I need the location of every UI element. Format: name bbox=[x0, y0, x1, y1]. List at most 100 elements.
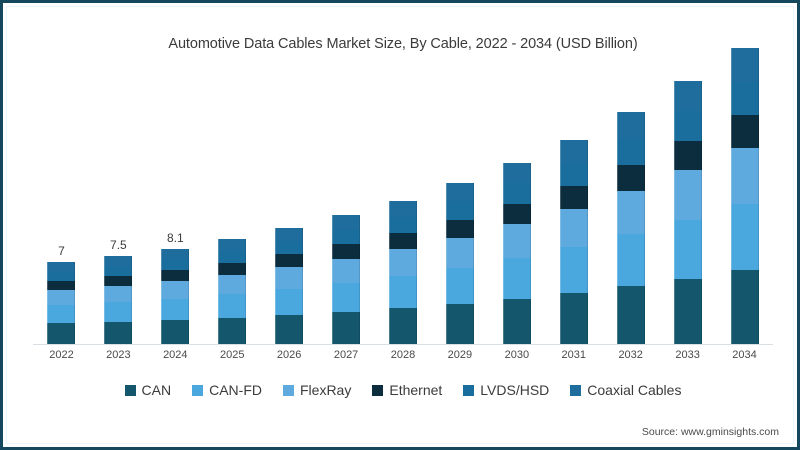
bar-segment-lvds-hsd[interactable] bbox=[559, 162, 588, 187]
bar-segment-can[interactable] bbox=[388, 308, 417, 344]
bar-segment-ethernet[interactable] bbox=[47, 281, 76, 290]
bar-segment-ethernet[interactable] bbox=[388, 233, 417, 250]
bar-segment-ethernet[interactable] bbox=[161, 270, 190, 281]
bar-segment-can-fd[interactable] bbox=[104, 302, 133, 322]
bar-segment-ethernet[interactable] bbox=[218, 262, 247, 275]
stacked-bar[interactable] bbox=[104, 255, 133, 344]
bar-segment-coaxial-cables[interactable] bbox=[445, 182, 474, 202]
stacked-bar[interactable] bbox=[218, 239, 247, 344]
bar-segment-coaxial-cables[interactable] bbox=[47, 261, 76, 272]
bar-segment-ethernet[interactable] bbox=[104, 276, 133, 286]
stacked-bar[interactable] bbox=[332, 215, 361, 344]
stacked-bar[interactable] bbox=[445, 182, 474, 344]
bar-segment-flexray[interactable] bbox=[161, 280, 190, 299]
bar-segment-can[interactable] bbox=[332, 311, 361, 344]
bar-segment-lvds-hsd[interactable] bbox=[730, 81, 759, 116]
bar-segment-lvds-hsd[interactable] bbox=[47, 271, 76, 281]
legend-item-ethernet[interactable]: Ethernet bbox=[372, 382, 442, 398]
bar-segment-can-fd[interactable] bbox=[332, 282, 361, 312]
stacked-bar[interactable] bbox=[388, 200, 417, 344]
bar-segment-can-fd[interactable] bbox=[218, 294, 247, 318]
bar-segment-flexray[interactable] bbox=[218, 274, 247, 295]
bar-segment-can[interactable] bbox=[445, 303, 474, 344]
bar-segment-can-fd[interactable] bbox=[47, 305, 76, 324]
bar-segment-can-fd[interactable] bbox=[616, 234, 645, 287]
bar-segment-lvds-hsd[interactable] bbox=[445, 201, 474, 220]
bar-segment-coaxial-cables[interactable] bbox=[559, 139, 588, 163]
bar-segment-lvds-hsd[interactable] bbox=[104, 266, 133, 277]
stacked-bar[interactable] bbox=[502, 162, 531, 344]
bar-segment-flexray[interactable] bbox=[730, 148, 759, 204]
bar-segment-flexray[interactable] bbox=[673, 170, 702, 220]
legend-item-can-fd[interactable]: CAN-FD bbox=[192, 382, 262, 398]
bar-segment-ethernet[interactable] bbox=[502, 204, 531, 225]
bar-segment-can[interactable] bbox=[673, 278, 702, 344]
legend-item-can[interactable]: CAN bbox=[124, 382, 171, 398]
bar-segment-can-fd[interactable] bbox=[502, 258, 531, 299]
bar-segment-flexray[interactable] bbox=[616, 190, 645, 235]
bar-segment-can[interactable] bbox=[730, 270, 759, 344]
bar-segment-coaxial-cables[interactable] bbox=[730, 48, 759, 82]
bar-segment-lvds-hsd[interactable] bbox=[161, 259, 190, 271]
bar-segment-ethernet[interactable] bbox=[673, 141, 702, 171]
bar-segment-ethernet[interactable] bbox=[275, 254, 304, 268]
bar-segment-can[interactable] bbox=[161, 320, 190, 344]
bar-segment-flexray[interactable] bbox=[445, 237, 474, 268]
legend-item-lvds-hsd[interactable]: LVDS/HSD bbox=[463, 382, 549, 398]
stacked-bar[interactable] bbox=[730, 48, 759, 344]
bar-segment-can[interactable] bbox=[502, 299, 531, 344]
bar-segment-ethernet[interactable] bbox=[616, 164, 645, 191]
legend-item-coaxial-cables[interactable]: Coaxial Cables bbox=[570, 382, 681, 398]
bar-segment-can-fd[interactable] bbox=[388, 276, 417, 309]
stacked-bar[interactable] bbox=[559, 139, 588, 344]
bar-segment-can-fd[interactable] bbox=[445, 267, 474, 304]
stacked-bar[interactable] bbox=[161, 248, 190, 344]
bar-segment-ethernet[interactable] bbox=[332, 244, 361, 259]
bar-segment-can-fd[interactable] bbox=[275, 288, 304, 316]
bar-segment-lvds-hsd[interactable] bbox=[673, 111, 702, 142]
bar-segment-flexray[interactable] bbox=[104, 285, 133, 303]
bar-segment-lvds-hsd[interactable] bbox=[502, 183, 531, 205]
bar-segment-coaxial-cables[interactable] bbox=[388, 200, 417, 217]
bar-group bbox=[261, 73, 318, 344]
bar-segment-can[interactable] bbox=[616, 286, 645, 344]
bar-segment-flexray[interactable] bbox=[275, 267, 304, 289]
bar-segment-can-fd[interactable] bbox=[673, 219, 702, 279]
stacked-bar[interactable] bbox=[616, 112, 645, 344]
bar-segment-coaxial-cables[interactable] bbox=[332, 215, 361, 230]
bar-segment-can[interactable] bbox=[104, 321, 133, 344]
bar-segment-ethernet[interactable] bbox=[559, 186, 588, 209]
bar-segment-can-fd[interactable] bbox=[161, 298, 190, 321]
bar-segment-coaxial-cables[interactable] bbox=[275, 227, 304, 242]
stacked-bar[interactable] bbox=[275, 227, 304, 344]
bar-segment-flexray[interactable] bbox=[559, 208, 588, 248]
bar-segment-flexray[interactable] bbox=[47, 289, 76, 306]
bar-segment-lvds-hsd[interactable] bbox=[616, 138, 645, 165]
legend-swatch-icon bbox=[124, 384, 136, 396]
bar-segment-can[interactable] bbox=[559, 293, 588, 344]
bar-segment-flexray[interactable] bbox=[388, 249, 417, 277]
bar-segment-ethernet[interactable] bbox=[445, 219, 474, 238]
bar-segment-coaxial-cables[interactable] bbox=[673, 81, 702, 112]
bar-segment-can[interactable] bbox=[218, 317, 247, 344]
stacked-bar[interactable] bbox=[47, 261, 76, 344]
bar-segment-flexray[interactable] bbox=[332, 258, 361, 283]
bar-segment-can-fd[interactable] bbox=[559, 247, 588, 294]
bar-segment-coaxial-cables[interactable] bbox=[502, 162, 531, 184]
bar-segment-lvds-hsd[interactable] bbox=[275, 241, 304, 255]
bar-segment-can-fd[interactable] bbox=[730, 203, 759, 271]
bar-segment-coaxial-cables[interactable] bbox=[218, 239, 247, 252]
bar-segment-lvds-hsd[interactable] bbox=[388, 216, 417, 234]
bar-segment-lvds-hsd[interactable] bbox=[218, 251, 247, 263]
bar-segment-lvds-hsd[interactable] bbox=[332, 229, 361, 245]
bar-segment-coaxial-cables[interactable] bbox=[616, 112, 645, 139]
bar-segment-coaxial-cables[interactable] bbox=[104, 255, 133, 267]
legend-label: FlexRay bbox=[300, 382, 352, 398]
bar-segment-coaxial-cables[interactable] bbox=[161, 248, 190, 260]
bar-segment-flexray[interactable] bbox=[502, 224, 531, 259]
bar-segment-can[interactable] bbox=[275, 315, 304, 344]
bar-segment-can[interactable] bbox=[47, 323, 76, 344]
stacked-bar[interactable] bbox=[673, 81, 702, 344]
legend-item-flexray[interactable]: FlexRay bbox=[283, 382, 351, 398]
bar-segment-ethernet[interactable] bbox=[730, 115, 759, 149]
